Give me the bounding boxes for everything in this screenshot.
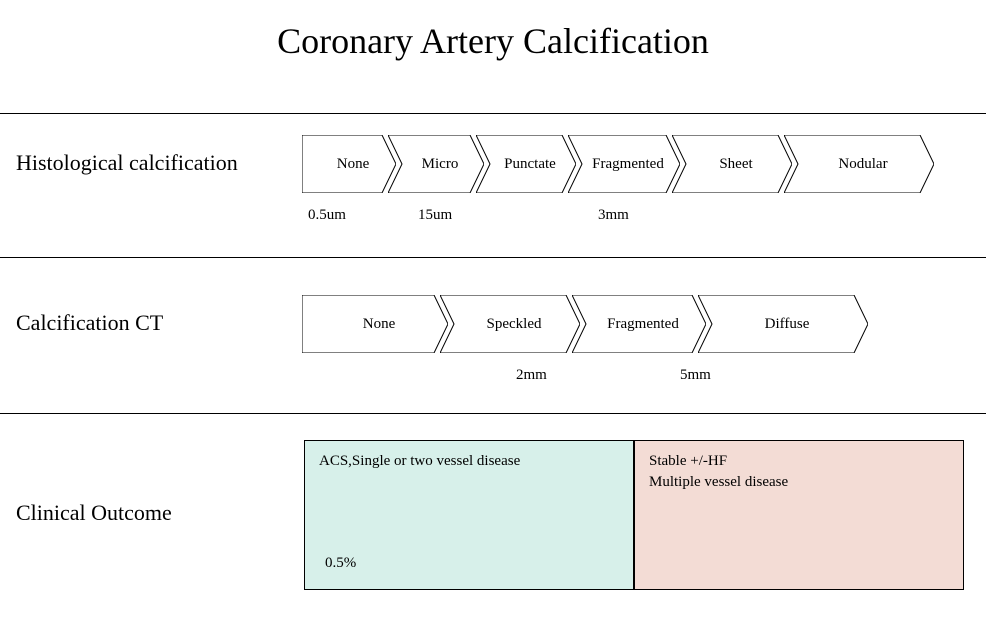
scale-label: 3mm [598, 207, 629, 224]
scale-label: 0.5um [308, 207, 346, 224]
chevron-label: Micro [414, 156, 459, 173]
chevron-stage: None [302, 295, 448, 353]
chevron-label: Sheet [711, 156, 752, 173]
outcome-percent: 0.5% [325, 553, 356, 574]
row-label-ct: Calcification CT [16, 310, 163, 336]
chevron-stage: None [302, 135, 396, 193]
chevron-stage: Diffuse [698, 295, 868, 353]
scale-label: 2mm [516, 367, 547, 384]
scale-label: 5mm [680, 367, 711, 384]
chevron-label: Nodular [830, 156, 887, 173]
chevron-stage: Punctate [476, 135, 576, 193]
chevron-label: Punctate [496, 156, 556, 173]
outcome-text: Stable +/-HF [649, 451, 949, 472]
chevron-stage: Fragmented [572, 295, 706, 353]
chevron-stage: Nodular [784, 135, 934, 193]
chevron-label: Fragmented [584, 156, 664, 173]
chevron-label: None [355, 316, 396, 333]
row-label-histological: Histological calcification [16, 150, 238, 176]
row-label-outcome: Clinical Outcome [16, 500, 172, 526]
outcome-text: ACS,Single or two vessel disease [319, 451, 619, 472]
chevron-stage: Sheet [672, 135, 792, 193]
chevron-stage: Fragmented [568, 135, 680, 193]
chevron-label: Fragmented [599, 316, 679, 333]
chevron-label: None [329, 156, 370, 173]
divider-1 [0, 113, 986, 114]
scale-label: 15um [418, 207, 452, 224]
divider-2 [0, 257, 986, 258]
chevron-label: Speckled [479, 316, 542, 333]
outcome-box: Stable +/-HFMultiple vessel disease [634, 440, 964, 590]
diagram-canvas: Coronary Artery Calcification Histologic… [0, 0, 986, 626]
outcome-text: Multiple vessel disease [649, 472, 949, 493]
chevron-label: Diffuse [757, 316, 810, 333]
chevron-stage: Speckled [440, 295, 580, 353]
divider-3 [0, 413, 986, 414]
chevron-stage: Micro [388, 135, 484, 193]
page-title: Coronary Artery Calcification [0, 20, 986, 62]
outcome-box: ACS,Single or two vessel disease 0.5% [304, 440, 634, 590]
